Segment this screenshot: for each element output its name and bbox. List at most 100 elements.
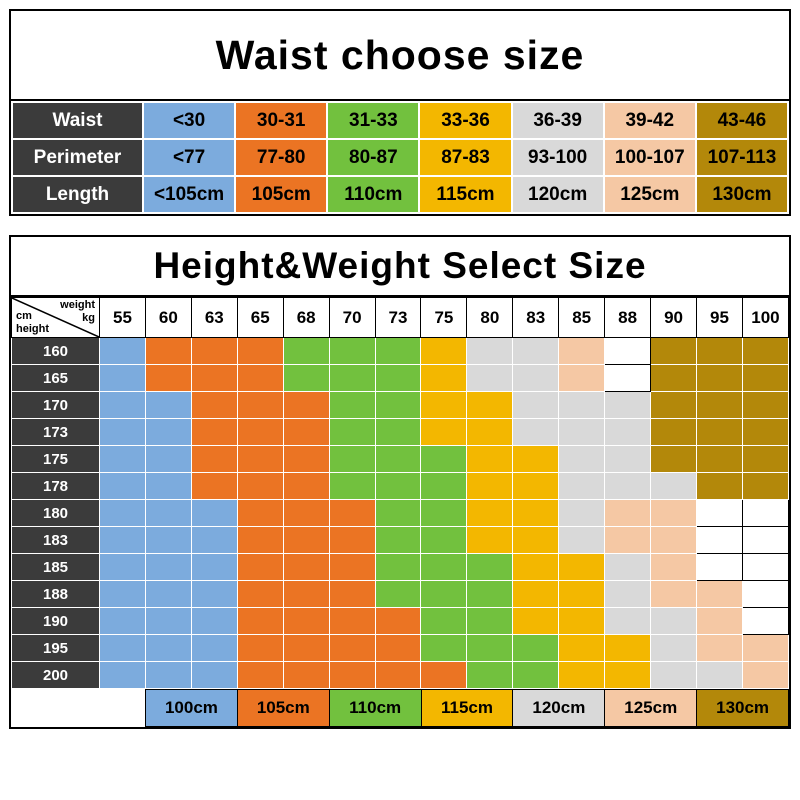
size-cell-115cm — [466, 445, 514, 473]
size-cell-110cm — [328, 391, 376, 419]
size-cell-100cm — [99, 445, 146, 473]
waist-table-body: Waist <30 30-31 31-33 33-36 36-39 39-42 43-46 Pe… — [11, 101, 790, 214]
size-cell-130cm — [650, 418, 697, 446]
size-cell-120cm — [650, 661, 697, 689]
height-weight-section-title: Height&Weight Select Size — [11, 237, 789, 297]
size-cell-110cm — [374, 364, 422, 392]
size-cell-100cm — [99, 553, 146, 581]
size-cell-empty — [695, 553, 743, 581]
height-row-header: 200 — [11, 661, 100, 689]
waist-value-cell: <77 — [141, 138, 237, 177]
size-cell-110cm — [282, 364, 330, 392]
waist-value-cell: 130cm — [694, 175, 790, 214]
waist-value-cell: 77-80 — [234, 138, 329, 177]
size-cell-110cm — [466, 634, 514, 662]
matrix-corner-cell: weight kg cm height — [11, 297, 100, 338]
corner-cm-label: cm — [16, 309, 32, 322]
size-cell-120cm — [604, 445, 652, 473]
matrix-row: 183 — [11, 526, 790, 554]
legend-item-110cm: 110cm — [329, 689, 422, 727]
height-row-header: 180 — [11, 499, 100, 527]
matrix-row: 170 — [11, 391, 790, 419]
size-cell-105cm — [328, 553, 376, 581]
matrix-row: 173 — [11, 418, 790, 446]
size-cell-empty — [741, 553, 790, 581]
height-weight-matrix: weight kg cm height 55 60 63 65 68 70 73 75 80 83 85… — [11, 297, 790, 689]
matrix-row: 160 — [11, 337, 790, 365]
size-cell-120cm — [604, 607, 652, 635]
matrix-body: 160 165 170 173 175 178 180 183 185 188 190 195 200 — [11, 337, 790, 689]
size-cell-105cm — [190, 364, 238, 392]
size-cell-100cm — [99, 337, 146, 365]
size-cell-130cm — [650, 337, 697, 365]
size-cell-120cm — [558, 445, 606, 473]
size-cell-115cm — [558, 634, 606, 662]
size-cell-125cm — [650, 553, 697, 581]
height-row-header: 165 — [11, 364, 100, 392]
legend-item-120cm: 120cm — [513, 689, 606, 727]
size-cell-110cm — [282, 337, 330, 365]
size-cell-100cm — [99, 526, 146, 554]
size-cell-100cm — [99, 418, 146, 446]
size-cell-120cm — [512, 337, 560, 365]
size-cell-105cm — [236, 445, 284, 473]
waist-value-cell: 43-46 — [694, 101, 790, 140]
waist-value-cell: 80-87 — [326, 138, 421, 177]
size-cell-110cm — [374, 445, 422, 473]
size-cell-115cm — [512, 472, 560, 500]
size-cell-100cm — [144, 580, 192, 608]
size-cell-115cm — [466, 526, 514, 554]
height-row-header: 160 — [11, 337, 100, 365]
legend-item-125cm: 125cm — [605, 689, 698, 727]
size-cell-105cm — [236, 526, 284, 554]
waist-row-header: Waist — [11, 101, 144, 140]
size-cell-100cm — [190, 607, 238, 635]
height-row-header: 170 — [11, 391, 100, 419]
size-cell-110cm — [466, 553, 514, 581]
size-cell-125cm — [741, 661, 790, 689]
size-cell-105cm — [374, 634, 422, 662]
size-cell-130cm — [695, 364, 743, 392]
matrix-row: 188 — [11, 580, 790, 608]
height-row-header: 173 — [11, 418, 100, 446]
size-cell-115cm — [512, 607, 560, 635]
size-cell-105cm — [190, 337, 238, 365]
size-cell-100cm — [99, 607, 146, 635]
size-cell-130cm — [695, 445, 743, 473]
size-cell-125cm — [558, 337, 606, 365]
weight-column-header: 95 — [695, 297, 743, 338]
size-cell-115cm — [466, 391, 514, 419]
size-cell-105cm — [328, 607, 376, 635]
size-cell-empty — [741, 526, 790, 554]
waist-value-cell: 33-36 — [418, 101, 513, 140]
matrix-row: 190 — [11, 607, 790, 635]
size-cell-100cm — [99, 661, 146, 689]
size-cell-130cm — [741, 445, 790, 473]
size-cell-105cm — [282, 499, 330, 527]
size-cell-105cm — [282, 607, 330, 635]
waist-value-cell: 36-39 — [510, 101, 605, 140]
weight-column-header: 65 — [236, 297, 284, 338]
size-cell-105cm — [328, 499, 376, 527]
size-cell-130cm — [695, 472, 743, 500]
size-cell-110cm — [374, 580, 422, 608]
size-cell-120cm — [512, 391, 560, 419]
waist-value-cell: 105cm — [234, 175, 329, 214]
size-cell-120cm — [558, 418, 606, 446]
matrix-row: 178 — [11, 472, 790, 500]
size-cell-110cm — [374, 553, 422, 581]
size-cell-110cm — [512, 634, 560, 662]
size-cell-105cm — [236, 337, 284, 365]
weight-column-header: 80 — [466, 297, 514, 338]
size-cell-empty — [604, 364, 652, 392]
matrix-header-row: weight kg cm height 55 60 63 65 68 70 73 75 80 83 85… — [11, 297, 790, 338]
size-cell-105cm — [236, 553, 284, 581]
weight-column-header: 85 — [558, 297, 606, 338]
size-cell-105cm — [328, 661, 376, 689]
size-cell-130cm — [650, 445, 697, 473]
waist-row-length: Length <105cm 105cm 110cm 115cm 120cm 125cm 130… — [11, 175, 790, 214]
size-cell-115cm — [512, 445, 560, 473]
waist-value-cell: 110cm — [326, 175, 421, 214]
size-cell-110cm — [420, 526, 468, 554]
size-cell-110cm — [328, 472, 376, 500]
